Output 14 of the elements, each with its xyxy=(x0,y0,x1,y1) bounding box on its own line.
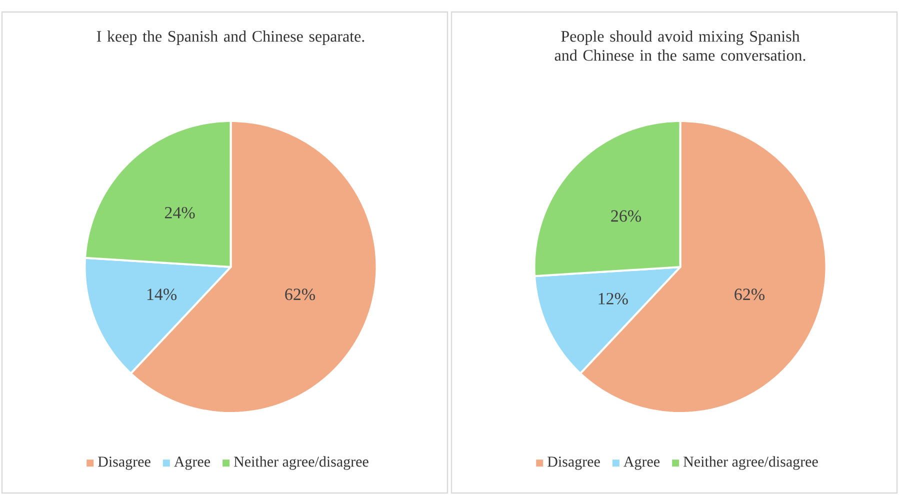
legend-label: Disagree xyxy=(548,456,600,470)
data-label: 26% xyxy=(611,210,641,222)
legend-label: Neither agree/disagree xyxy=(234,456,368,470)
legend-label: Neither agree/disagree xyxy=(684,456,818,470)
data-label: 62% xyxy=(285,288,315,300)
data-label: 62% xyxy=(734,288,764,300)
data-label: 12% xyxy=(598,292,628,304)
legend-label: Agree xyxy=(174,456,210,470)
data-label: 24% xyxy=(164,206,195,218)
data-label: 14% xyxy=(147,288,177,300)
legend-label: Agree xyxy=(624,456,660,470)
chart-title: People should avoid mixing Spanish and Chinese in the same conversation. xyxy=(554,30,806,61)
legend-label: Disagree xyxy=(98,456,150,470)
chart-title: I keep the Spanish and Chinese separate. xyxy=(96,30,364,46)
